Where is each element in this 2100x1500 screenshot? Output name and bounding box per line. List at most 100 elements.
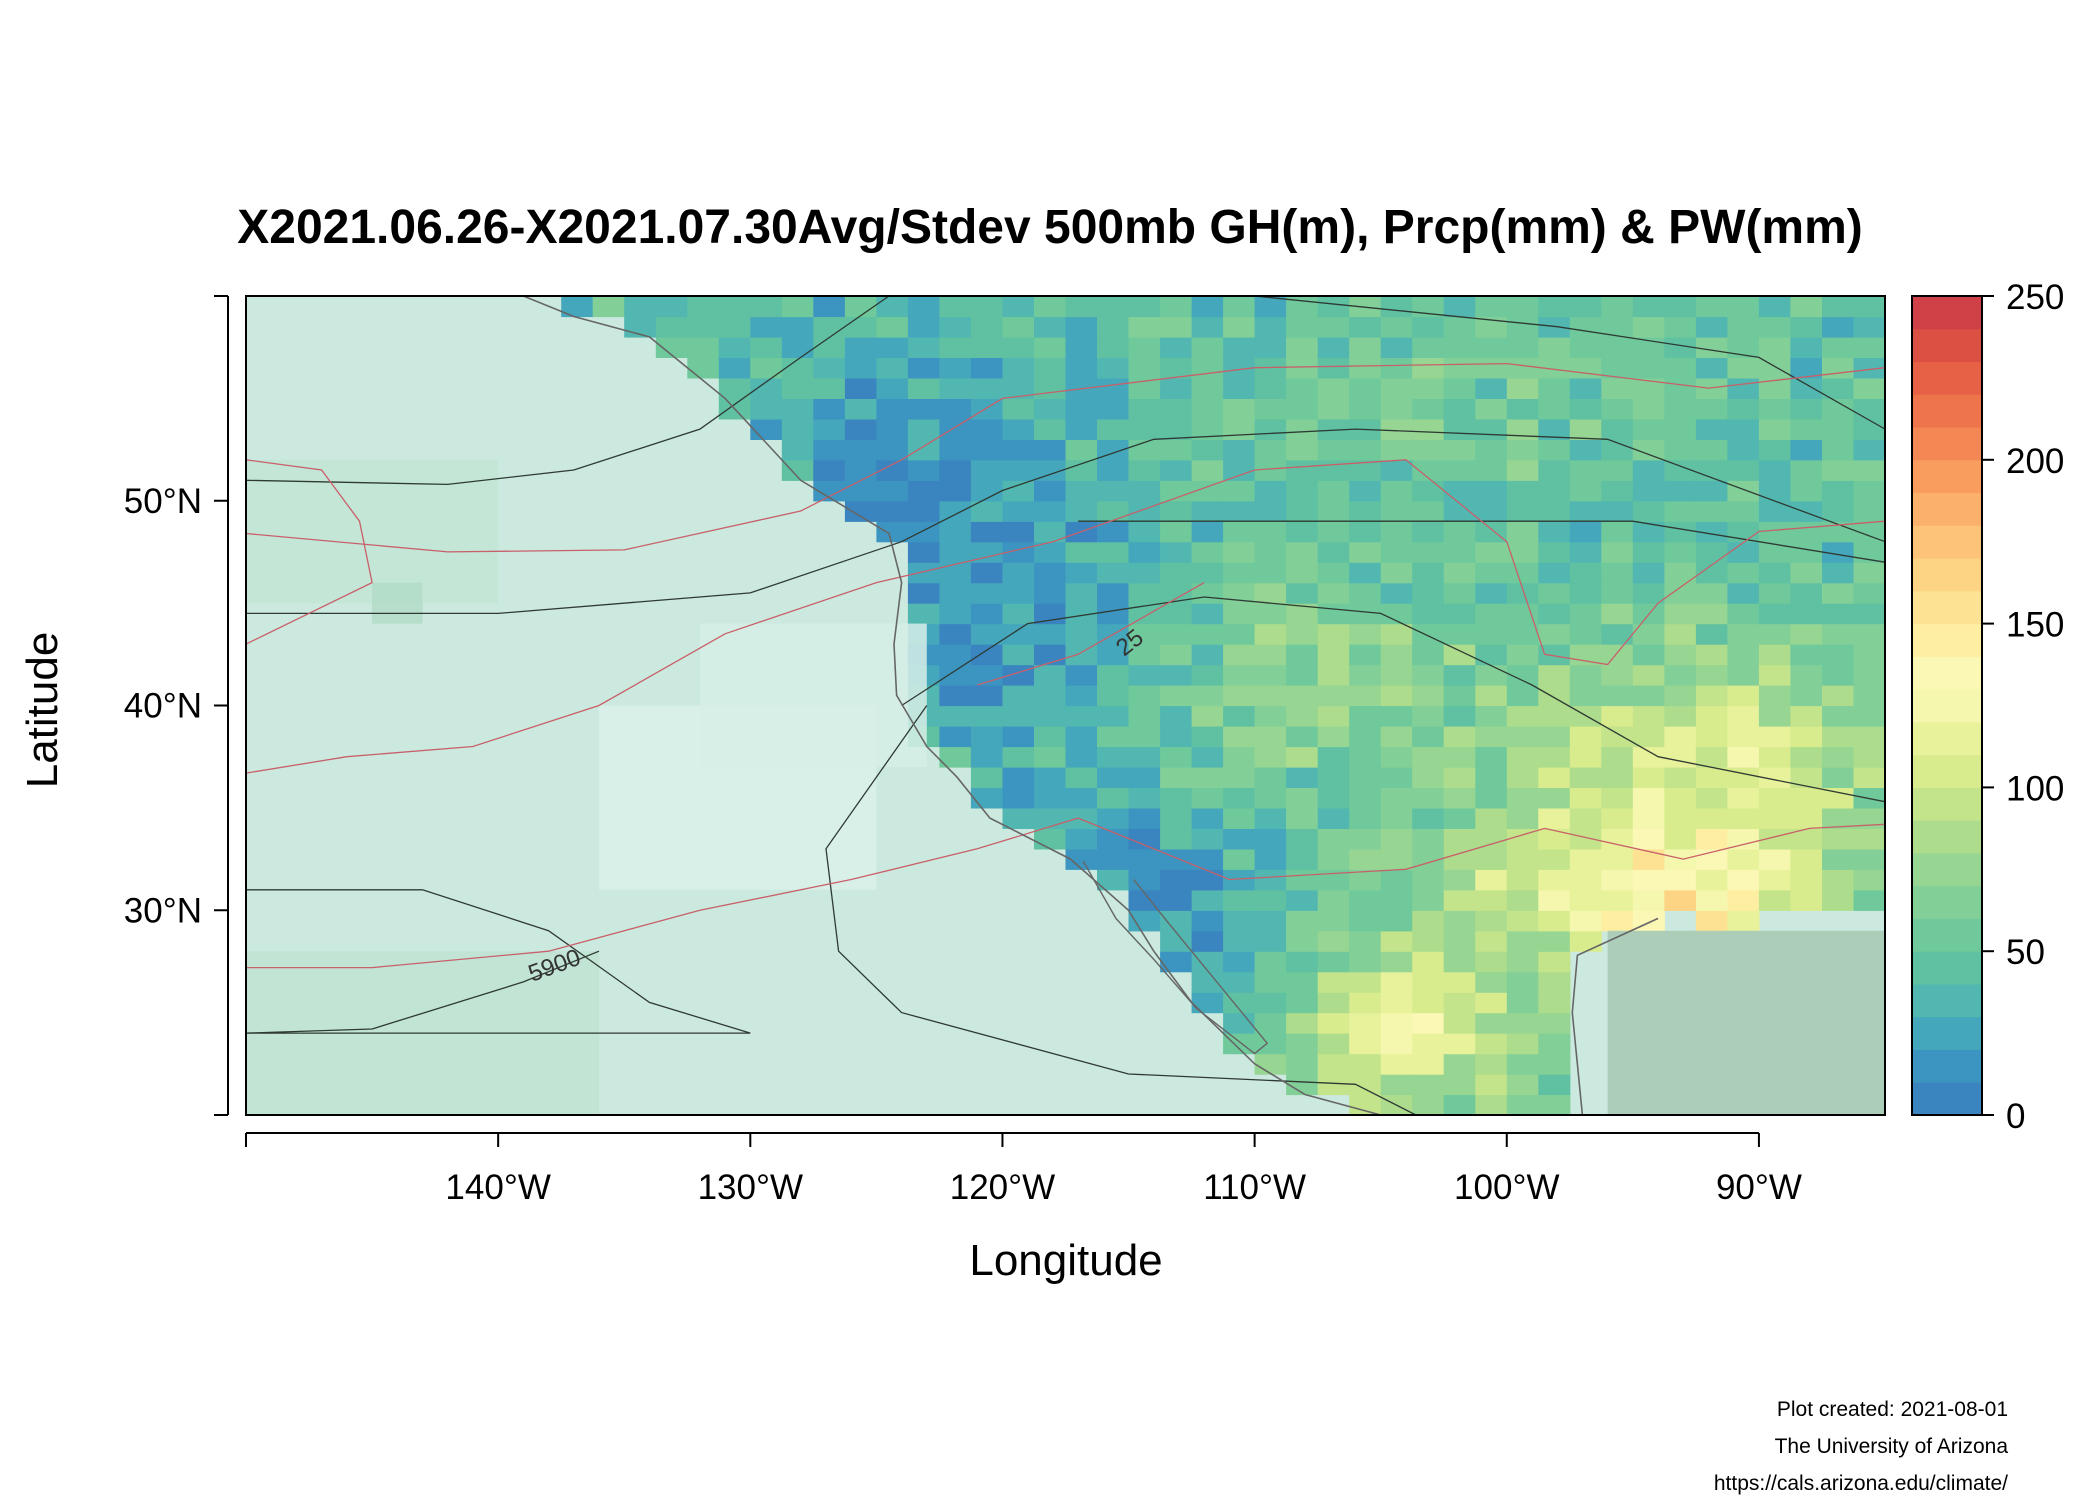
precip-cell [1569,562,1602,584]
precip-cell [1538,459,1571,481]
colorbar-tick-label: 250 [2006,278,2064,317]
precip-cell [1286,480,1319,502]
precip-cell [1758,787,1791,809]
precip-cell [1506,582,1539,604]
precip-cell [1002,336,1035,358]
precip-cell [1506,459,1539,481]
precip-cell [1254,459,1287,481]
colorbar-swatch [1912,590,1982,625]
precip-cell [1002,685,1035,707]
precip-cell [1443,1033,1476,1055]
precip-cell [1853,623,1885,645]
precip-cell [1727,316,1760,338]
precip-cell [1790,439,1823,461]
precip-cell [1286,439,1319,461]
precip-cell [1097,869,1130,891]
precip-cell [1380,480,1413,502]
precip-cell [1758,705,1791,727]
precip-cell [1286,726,1319,748]
precip-cell [1160,296,1193,318]
colorbar-swatch [1912,918,1982,952]
precip-cell [1349,992,1382,1014]
precip-cell [1569,459,1602,481]
precip-cell [1412,418,1445,440]
precip-cell [1727,562,1760,584]
precip-cell [1223,807,1256,829]
precip-cell [1822,562,1855,584]
precip-cell [1695,418,1728,440]
precip-cell [1569,541,1602,563]
precip-cell [1317,930,1350,952]
precip-cell [1790,623,1823,645]
precip-cell [970,439,1003,461]
precip-cell [1065,336,1098,358]
precip-cell [1538,1074,1571,1096]
precip-cell [1695,746,1728,768]
precip-cell [1475,992,1508,1014]
precip-cell [1002,623,1035,645]
precip-cell [1034,766,1067,788]
precip-cell [1853,726,1885,748]
precip-cell [1002,582,1035,604]
precip-cell [1443,848,1476,870]
precip-cell [1160,930,1193,952]
precip-cell [1160,500,1193,522]
precip-cell [1506,623,1539,645]
precip-cell [1002,766,1035,788]
precip-cell [1128,357,1161,379]
precip-cell [1822,336,1855,358]
precip-cell [1538,521,1571,543]
precip-cell [1317,644,1350,666]
precip-cell [1412,1012,1445,1034]
precip-cell [750,418,783,440]
precip-cell [1349,316,1382,338]
precip-cell [1002,377,1035,399]
precip-cell [1475,603,1508,625]
precip-cell [1380,500,1413,522]
colorbar-swatch [1912,525,1982,559]
precip-cell [1412,644,1445,666]
precip-cell [1349,603,1382,625]
precip-cell [1569,807,1602,829]
precip-cell [1065,582,1098,604]
precip-cell [1191,787,1224,809]
precip-cell [970,377,1003,399]
precip-cell [1223,951,1256,973]
colorbar-tick-label: 150 [2006,606,2064,645]
precip-cell [1223,971,1256,993]
precip-cell [1569,480,1602,502]
precip-cell [1254,828,1287,850]
precip-cell [1695,705,1728,727]
precip-cell [1412,869,1445,891]
precip-cell [1506,726,1539,748]
precip-cell [1065,357,1098,379]
precip-cell [1853,439,1885,461]
precip-cell [1822,541,1855,563]
precip-cell [1664,582,1697,604]
precip-cell [1790,746,1823,768]
precip-cell [1790,787,1823,809]
precip-cell [1506,439,1539,461]
precip-cell [1758,316,1791,338]
precip-cell [1664,398,1697,420]
precip-cell [1223,746,1256,768]
precip-cell [1443,521,1476,543]
precip-cell [1475,459,1508,481]
precip-cell [1475,889,1508,911]
precip-cell [1601,828,1634,850]
precip-cell [1191,480,1224,502]
precip-cell [970,418,1003,440]
precip-cell [1380,582,1413,604]
precip-cell [1349,439,1382,461]
precip-cell [1758,439,1791,461]
precip-cell [1223,1033,1256,1055]
precip-cell [1475,418,1508,440]
precip-cell [1758,296,1791,318]
precip-cell [939,398,972,420]
precip-cell [813,398,846,420]
precip-cell [1695,623,1728,645]
precip-cell [1475,336,1508,358]
precip-cell [1664,480,1697,502]
precip-cell [1412,439,1445,461]
precip-cell [1664,644,1697,666]
